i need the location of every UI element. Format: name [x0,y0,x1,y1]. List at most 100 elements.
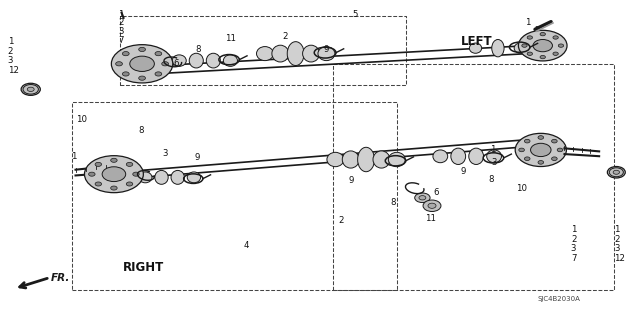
Ellipse shape [88,172,95,176]
Ellipse shape [21,83,40,95]
Ellipse shape [287,42,304,65]
Text: 3: 3 [571,244,577,253]
Text: 1: 1 [525,18,530,27]
Ellipse shape [126,182,132,186]
Ellipse shape [492,40,504,57]
Ellipse shape [327,152,344,167]
Ellipse shape [155,170,168,184]
Text: 5: 5 [353,10,358,19]
Text: 3: 3 [614,244,620,253]
Text: 3: 3 [492,158,497,167]
Text: 3: 3 [8,56,13,65]
Ellipse shape [552,139,557,143]
Ellipse shape [533,40,552,52]
Ellipse shape [102,167,125,182]
Ellipse shape [557,148,563,152]
Ellipse shape [388,152,405,167]
Text: 9: 9 [461,167,466,176]
Ellipse shape [607,167,625,178]
Text: 1: 1 [8,37,13,46]
Text: 2: 2 [535,26,540,35]
Ellipse shape [553,36,558,39]
Text: FR.: FR. [51,273,70,283]
Text: 8: 8 [391,198,396,207]
Ellipse shape [257,47,273,61]
Text: 9: 9 [348,176,353,185]
Text: 2: 2 [339,216,344,225]
Text: 12: 12 [614,254,625,263]
Ellipse shape [522,44,527,47]
Text: 11: 11 [425,214,436,223]
Ellipse shape [524,157,530,160]
Ellipse shape [130,56,154,71]
Ellipse shape [155,52,162,56]
Ellipse shape [524,139,530,143]
Ellipse shape [303,45,319,62]
Ellipse shape [122,72,129,76]
Ellipse shape [122,52,129,56]
Ellipse shape [95,182,102,186]
Ellipse shape [116,62,122,66]
Ellipse shape [95,162,102,167]
Ellipse shape [519,148,524,152]
Text: 12: 12 [8,66,19,75]
Text: LEFT: LEFT [461,35,492,48]
Ellipse shape [162,62,168,66]
Text: 9: 9 [195,153,200,162]
Ellipse shape [206,53,220,68]
Ellipse shape [552,157,557,160]
Ellipse shape [531,143,551,157]
Ellipse shape [155,72,162,76]
Ellipse shape [451,148,466,165]
Text: 1: 1 [571,225,577,234]
Ellipse shape [373,151,390,168]
Ellipse shape [139,47,145,52]
Text: 8: 8 [196,45,201,54]
Text: 3: 3 [118,27,124,36]
Text: 8: 8 [138,126,143,135]
Ellipse shape [514,43,527,53]
Ellipse shape [139,76,145,80]
Text: 2: 2 [8,47,13,56]
Text: 10: 10 [76,115,88,124]
Ellipse shape [84,156,143,193]
Text: 2: 2 [571,235,577,244]
Text: 1: 1 [490,145,495,154]
Ellipse shape [538,160,543,164]
Ellipse shape [428,203,436,208]
Ellipse shape [423,200,441,211]
Ellipse shape [486,150,502,163]
Text: 11: 11 [225,34,236,43]
Ellipse shape [171,170,184,184]
Text: 2: 2 [282,32,287,41]
Text: 1: 1 [72,152,77,161]
Ellipse shape [518,30,567,61]
Ellipse shape [111,158,117,162]
Ellipse shape [23,85,38,94]
Ellipse shape [139,172,152,183]
Text: 7: 7 [118,36,124,45]
Ellipse shape [540,56,545,59]
Ellipse shape [540,33,545,36]
Ellipse shape [468,148,484,165]
Ellipse shape [419,196,426,200]
Ellipse shape [515,133,566,167]
Text: 6: 6 [434,189,439,197]
Ellipse shape [172,55,186,66]
Ellipse shape [609,168,623,177]
Text: 3: 3 [163,149,168,158]
Text: 9: 9 [324,45,329,54]
Text: 6: 6 [173,59,179,68]
Ellipse shape [272,45,289,62]
Text: 8: 8 [489,175,494,184]
Ellipse shape [318,47,335,61]
Text: 10: 10 [516,184,527,193]
Ellipse shape [527,36,532,39]
Text: 1: 1 [614,225,620,234]
Ellipse shape [415,193,430,203]
Text: 2: 2 [614,235,620,244]
Ellipse shape [126,162,132,167]
Text: 2: 2 [118,19,124,27]
Ellipse shape [188,172,200,183]
Text: RIGHT: RIGHT [123,262,164,274]
